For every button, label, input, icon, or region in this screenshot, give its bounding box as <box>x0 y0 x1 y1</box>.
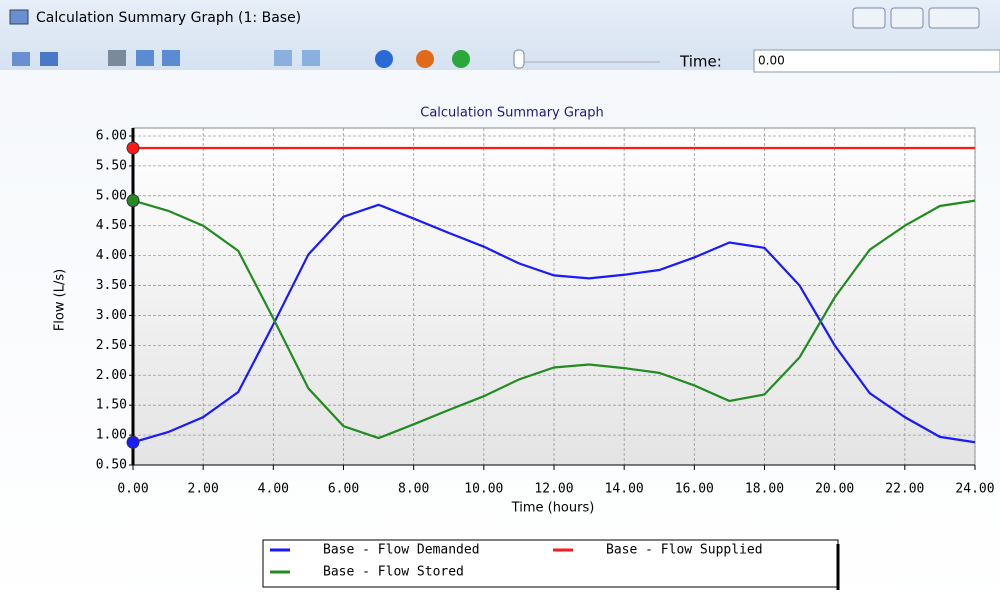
x-tick-label: 2.00 <box>188 482 219 497</box>
rewind-button[interactable] <box>375 50 393 68</box>
close-button[interactable] <box>928 7 980 29</box>
x-tick-label: 18.00 <box>745 482 784 497</box>
x-tick-label: 12.00 <box>534 482 573 497</box>
x-tick-label: 22.00 <box>885 482 924 497</box>
y-tick-label: 3.50 <box>96 278 127 293</box>
x-tick-label: 16.00 <box>675 482 714 497</box>
current-time-marker <box>126 194 140 208</box>
zoom-window-icon[interactable] <box>302 50 320 66</box>
y-tick-label: 6.00 <box>96 129 127 144</box>
time-input[interactable] <box>753 49 1000 73</box>
x-tick-label: 6.00 <box>328 482 359 497</box>
tool-icon[interactable] <box>40 52 58 66</box>
y-tick-label: 4.00 <box>96 248 127 263</box>
y-tick-label: 0.50 <box>96 458 127 473</box>
tool-icon[interactable] <box>12 52 30 66</box>
zoom-icon[interactable] <box>274 50 292 66</box>
y-axis-label: Flow (L/s) <box>53 269 68 331</box>
x-tick-label: 14.00 <box>605 482 644 497</box>
y-tick-label: 5.50 <box>96 158 127 173</box>
window-buttons[interactable] <box>852 7 980 29</box>
x-tick-label: 8.00 <box>398 482 429 497</box>
legend-label: Base - Flow Stored <box>323 565 464 580</box>
y-tick-label: 2.00 <box>96 368 127 383</box>
y-tick-label: 4.50 <box>96 218 127 233</box>
legend-label: Base - Flow Supplied <box>606 543 763 558</box>
time-value: 0.00 <box>758 54 785 68</box>
current-time-marker <box>126 141 140 155</box>
toolbar: Time: 0.00 <box>12 49 1000 73</box>
x-tick-label: 0.00 <box>117 482 148 497</box>
print-icon[interactable] <box>108 50 126 66</box>
time-slider[interactable] <box>513 49 525 69</box>
y-tick-label: 2.50 <box>96 338 127 353</box>
x-axis-label: Time (hours) <box>511 501 595 516</box>
y-tick-label: 3.00 <box>96 308 127 323</box>
x-tick-label: 24.00 <box>955 482 994 497</box>
current-time-marker <box>126 435 140 449</box>
legend-label: Base - Flow Demanded <box>323 543 480 558</box>
minimize-button[interactable] <box>852 7 886 29</box>
series-line <box>132 199 976 440</box>
y-tick-label: 5.00 <box>96 188 127 203</box>
app-icon <box>9 9 29 25</box>
y-tick-label: 1.00 <box>96 428 127 443</box>
y-tick-label: 1.50 <box>96 398 127 413</box>
time-label: Time: <box>679 53 722 71</box>
legend-box <box>262 539 839 588</box>
chart-title: Calculation Summary Graph <box>420 106 604 121</box>
x-tick-label: 20.00 <box>815 482 854 497</box>
maximize-button[interactable] <box>890 7 924 29</box>
pause-button[interactable] <box>416 50 434 68</box>
preview-icon[interactable] <box>136 50 154 66</box>
copy-icon[interactable] <box>162 50 180 66</box>
window-title: Calculation Summary Graph (1: Base) <box>36 10 301 26</box>
series-line <box>132 203 976 444</box>
play-button[interactable] <box>452 50 470 68</box>
x-tick-label: 4.00 <box>258 482 289 497</box>
x-tick-label: 10.00 <box>464 482 503 497</box>
